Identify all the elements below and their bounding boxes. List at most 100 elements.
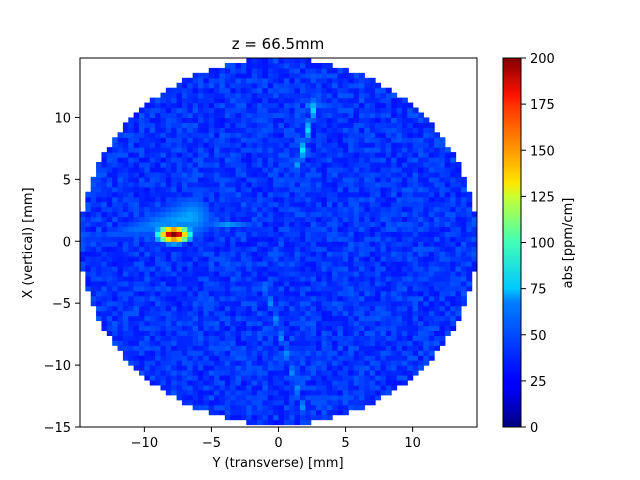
heatmap-cell [219,221,226,227]
heatmap-cell [203,251,210,257]
heatmap-cell [219,389,226,396]
colorbar [502,57,522,428]
heatmap-cell [171,290,178,297]
heatmap-cell [369,251,376,257]
heatmap-cell [122,142,129,148]
heatmap-cell [176,280,183,287]
heatmap-cell [240,256,247,262]
heatmap-cell [380,221,387,227]
heatmap-cell [337,157,344,163]
heatmap-cell [417,112,424,119]
heatmap-cell [155,142,162,148]
heatmap-cell [251,127,258,133]
heatmap-cell [332,374,339,381]
heatmap-cell [412,295,419,302]
heatmap-cell [391,246,398,252]
heatmap-cell [181,216,188,223]
heatmap-cell [251,201,258,208]
heatmap-cell [337,166,344,173]
heatmap-cell [321,87,328,94]
heatmap-cell [439,275,446,282]
heatmap-cell [460,181,467,188]
heatmap-cell [391,365,398,371]
heatmap-cell [396,166,403,173]
heatmap-cell [273,394,280,401]
heatmap-cell [289,340,296,346]
heatmap-cell [155,102,162,109]
heatmap-cell [251,290,258,297]
heatmap-cell [380,389,387,396]
heatmap-cell [122,330,129,336]
heatmap-cell [396,365,403,371]
heatmap-cell [326,176,333,183]
heatmap-cell [316,236,323,242]
heatmap-cell [230,117,237,123]
heatmap-cell [139,112,145,119]
heatmap-cell [369,142,376,148]
heatmap-cell [278,379,285,386]
heatmap-cell [160,374,167,381]
heatmap-cell [450,231,457,237]
heatmap-cell [466,226,473,232]
heatmap-cell [455,246,462,252]
heatmap-cell [455,266,462,272]
heatmap-cell [428,142,435,148]
heatmap-cell [219,132,226,138]
heatmap-cell [396,206,403,213]
heatmap-cell [208,72,215,79]
heatmap-cell [412,132,419,138]
heatmap-cell [257,280,263,287]
heatmap-cell [262,226,269,232]
heatmap-cell [219,320,226,327]
heatmap-cell [208,206,215,213]
heatmap-cell [375,365,382,371]
heatmap-cell [412,221,419,227]
heatmap-cell [375,325,382,332]
x-axis-ticks: −10 −5 0 5 10 [131,427,421,451]
heatmap-cell [289,310,296,317]
heatmap-cell [369,330,376,336]
heatmap-cell [112,216,119,223]
heatmap-cell [342,350,349,356]
heatmap-cell [235,231,242,237]
heatmap-cell [385,102,392,109]
heatmap-cell [187,226,194,232]
heatmap-cell [106,295,113,302]
heatmap-cell [310,414,317,421]
heatmap-cell [203,127,210,133]
heatmap-cell [273,186,280,193]
heatmap-cell [326,226,333,232]
heatmap-cell [353,221,360,227]
heatmap-cell [321,266,328,272]
heatmap-cell [321,137,328,143]
heatmap-cell [375,340,382,346]
heatmap-cell [203,221,210,227]
heatmap-cell [396,275,403,282]
heatmap-cell [358,171,365,178]
heatmap-cell [310,87,317,94]
heatmap-cell [273,335,280,341]
heatmap-cell [144,305,151,312]
heatmap-cell [246,270,253,277]
heatmap-cell [358,310,365,317]
heatmap-cell [181,310,188,317]
heatmap-cell [176,82,183,89]
heatmap-cell [224,285,231,292]
heatmap-cell [337,241,344,247]
heatmap-cell [224,345,231,351]
heatmap-cell [385,275,392,282]
heatmap-cell [224,370,231,376]
heatmap-cell [348,295,355,302]
heatmap-cell [283,137,290,143]
heatmap-cell [316,414,323,421]
heatmap-cell [283,77,290,84]
heatmap-cell [203,201,210,208]
heatmap-cell [122,191,129,198]
heatmap-cell [122,350,129,356]
heatmap-cell [112,186,119,193]
heatmap-cell [128,270,135,277]
heatmap-cell [375,330,382,336]
heatmap-cell [396,112,403,119]
heatmap-cell [310,62,317,69]
heatmap-cell [267,251,274,257]
